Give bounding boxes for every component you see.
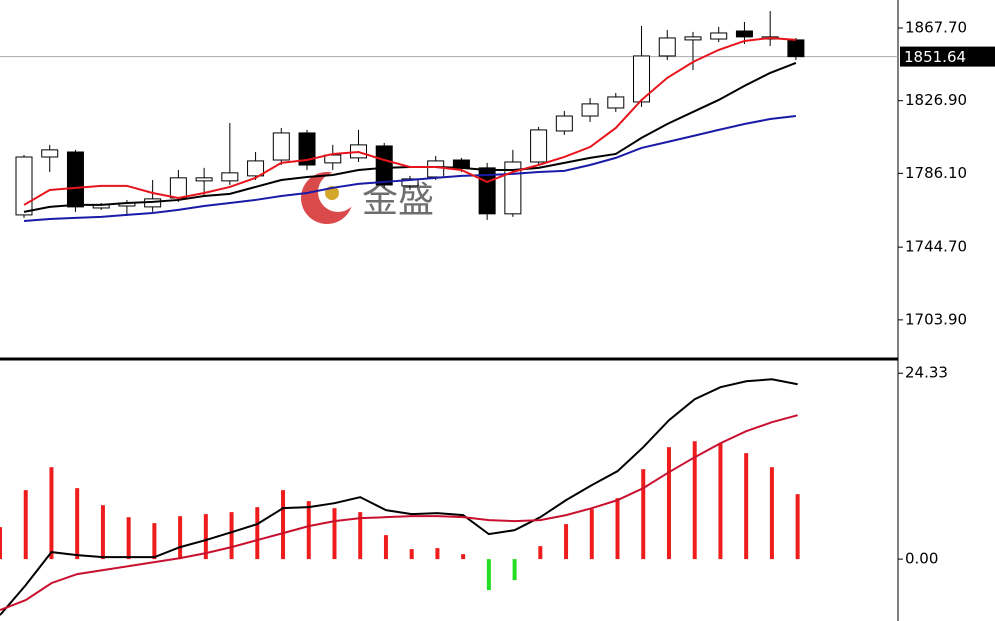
candle-body [710,32,728,40]
watermark: 金盛 [362,180,434,221]
line-series [0,414,798,612]
y-tick-label: 1786.10 [905,164,967,182]
y-tick-label: 0.00 [905,550,938,568]
candle-body [41,149,59,158]
candle-body [272,132,290,161]
histogram-bar [126,517,131,560]
candle-body [607,96,625,109]
histogram-bar [512,559,517,581]
candle-body [633,55,651,103]
histogram-bar [589,509,594,560]
candle-body [658,37,676,57]
histogram-bar [383,535,388,560]
y-tick-label: 1703.90 [905,310,967,328]
candle-body [401,178,419,187]
histogram-bar [75,488,80,560]
histogram-bar [769,467,774,560]
y-tick-label: 1867.70 [905,18,967,36]
histogram-bar [358,512,363,560]
histogram-bar [0,527,2,560]
histogram-bar [306,501,311,560]
candle-body [735,30,753,38]
candle-body [375,145,393,186]
histogram-bar [229,512,234,560]
y-tick-label: 24.33 [905,364,948,382]
histogram-bar [564,524,569,560]
candle-body [427,160,445,178]
candle-body [195,177,213,182]
histogram-bar [100,505,105,560]
histogram-bar [486,559,491,591]
histogram-bar [281,490,286,560]
histogram-bar [23,490,28,560]
histogram-bar [435,548,440,560]
histogram-bar [203,514,208,560]
histogram-bar [332,508,337,560]
histogram-bar [178,516,183,560]
histogram-bar [152,523,157,560]
histogram-bar [692,441,697,560]
histogram-bar [255,507,260,560]
histogram-bar [538,546,543,560]
candle-body [247,160,265,177]
candle-body [530,129,548,163]
candle-body [298,132,316,166]
line-series [23,36,796,206]
line-series [0,378,798,616]
candle-body [324,154,342,164]
histogram-bar [718,443,723,560]
histogram-bar [641,469,646,560]
histogram-bar [744,453,749,560]
candle-body [684,36,702,41]
candle-body [66,151,84,208]
histogram-bar [461,554,466,560]
last-price-box [900,46,995,67]
candle-body [581,103,599,117]
candle-body [787,39,805,58]
candle-body [221,172,239,182]
line-series [23,115,797,222]
histogram-bar [615,498,620,560]
histogram-bar [409,549,414,560]
histogram-bar [795,494,800,560]
candle-body [555,115,573,132]
y-tick-label: 1744.70 [905,238,967,256]
histogram-bar [49,467,54,560]
last-price-label: 1851.64 [904,48,966,66]
candle-body [169,177,187,199]
histogram-bar [666,447,671,560]
watermark-logo [301,172,358,224]
candle-body [15,156,33,216]
y-tick-label: 1826.90 [905,91,967,109]
